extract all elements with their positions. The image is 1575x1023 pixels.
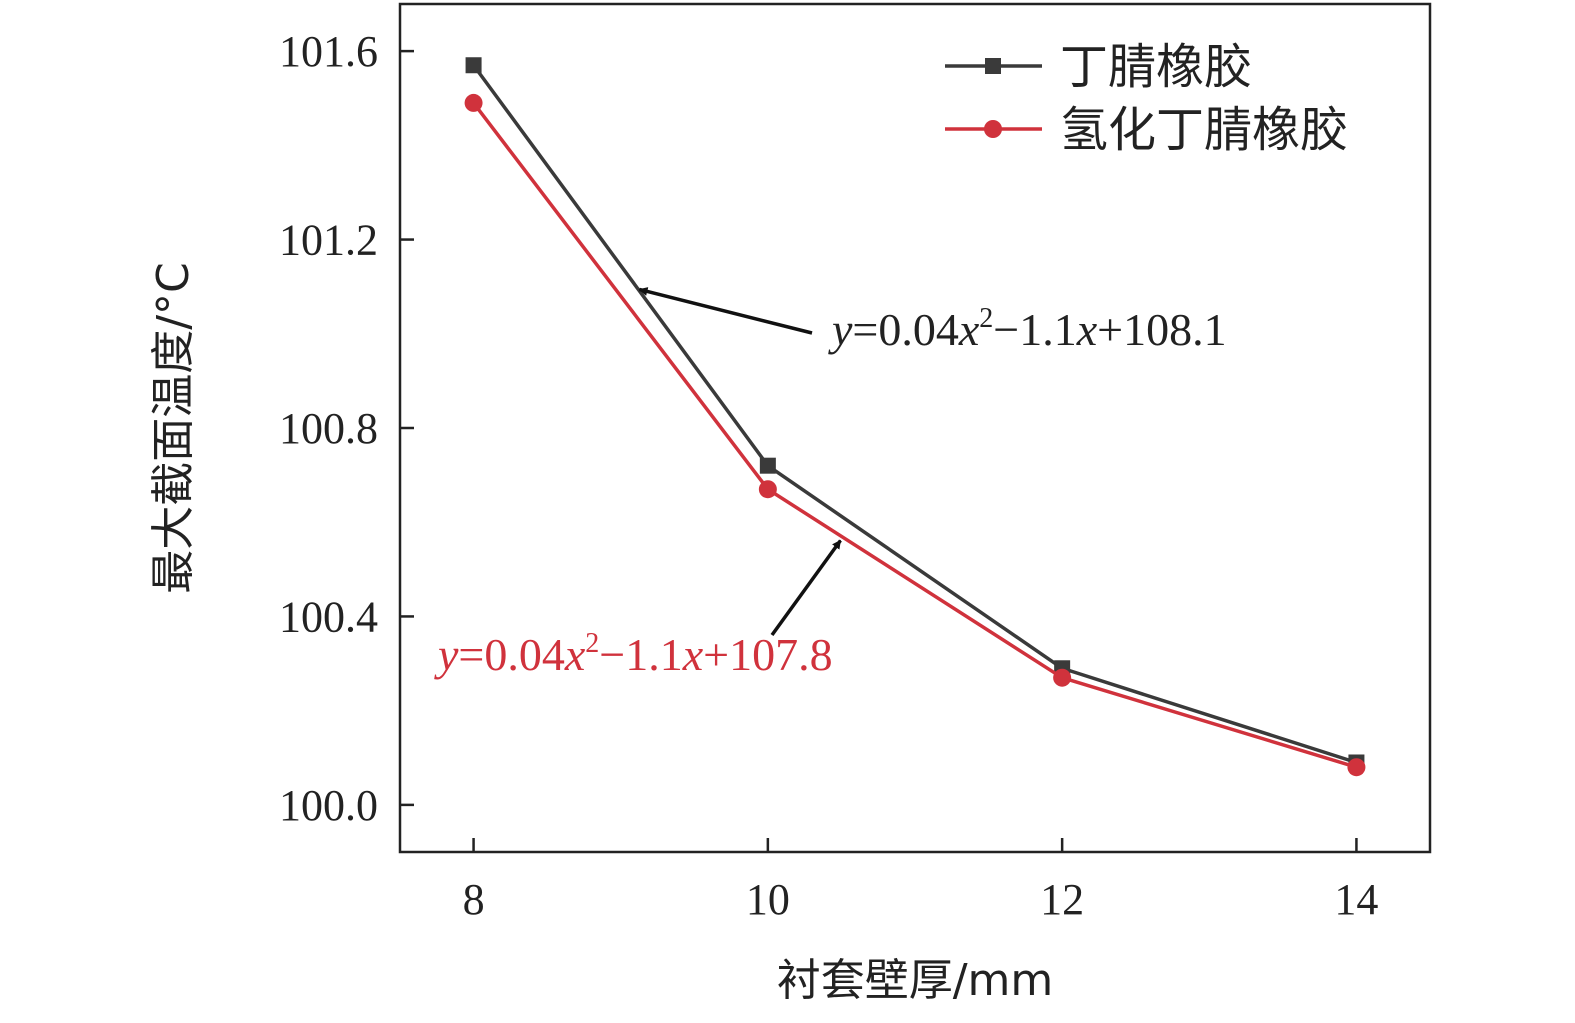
fit-equation-label: y=0.04x2−1.1x+107.8: [434, 628, 833, 680]
x-tick-label: 10: [746, 875, 790, 924]
x-axis: 8 10 12 14: [463, 838, 1378, 924]
series-line-0: [472, 64, 1357, 765]
legend-label: 丁腈橡胶: [1060, 39, 1252, 95]
legend-marker-square: [985, 58, 1001, 74]
series-line-1: [472, 101, 1357, 769]
x-tick-label: 12: [1040, 875, 1084, 924]
y-tick-label: 101.6: [279, 27, 378, 76]
x-tick-label: 8: [463, 875, 485, 924]
y-axis-title: 最大截面温度/°C: [148, 262, 199, 594]
y-tick-label: 101.2: [279, 216, 378, 265]
y-tick-label: 100.8: [279, 404, 378, 453]
data-point-square: [759, 457, 776, 474]
data-point-circle: [758, 480, 777, 499]
data-point-circle: [464, 93, 483, 112]
annotation-layer: y=0.04x2−1.1x+108.1 y=0.04x2−1.1x+107.8: [434, 287, 1227, 680]
x-axis-title: 衬套壁厚/mm: [777, 955, 1054, 1006]
annotation-arrow: [638, 287, 813, 335]
x-tick-label: 14: [1334, 875, 1378, 924]
annotation-arrow: [770, 539, 842, 637]
series-layer: [464, 57, 1366, 777]
legend-label: 氢化丁腈橡胶: [1060, 102, 1348, 158]
legend-marker-circle: [984, 120, 1002, 138]
y-axis: 100.0 100.4 100.8 101.2 101.6: [279, 27, 414, 830]
data-point-circle: [1053, 668, 1072, 687]
data-point-square: [465, 57, 482, 74]
y-tick-label: 100.4: [279, 592, 378, 641]
y-tick-label: 100.0: [279, 781, 378, 830]
fit-equation-label: y=0.04x2−1.1x+108.1: [828, 303, 1227, 355]
data-point-circle: [1347, 758, 1366, 777]
